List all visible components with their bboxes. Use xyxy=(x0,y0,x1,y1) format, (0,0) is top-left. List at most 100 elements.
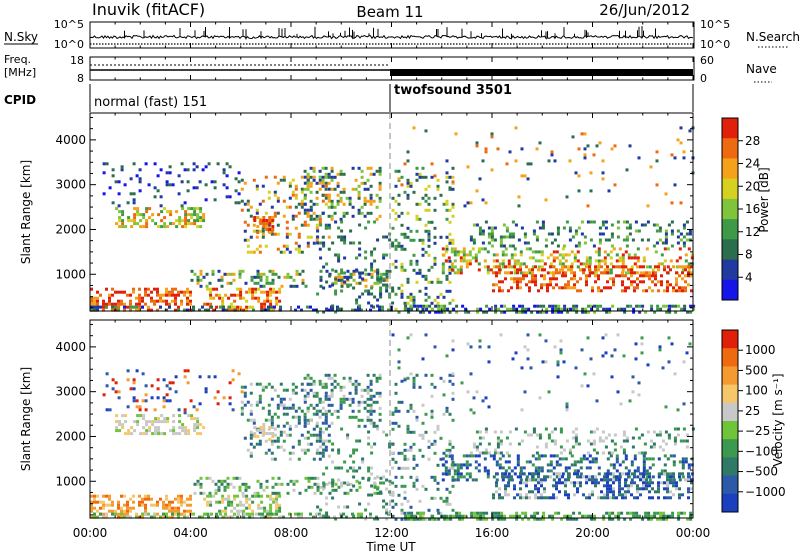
range-cell xyxy=(163,420,167,424)
range-cell xyxy=(351,400,355,404)
range-cell xyxy=(145,207,149,211)
range-cell xyxy=(375,376,379,380)
range-cell xyxy=(519,472,522,476)
range-cell xyxy=(376,304,380,308)
range-cell xyxy=(228,195,232,199)
range-cell xyxy=(256,272,260,276)
range-cell xyxy=(246,208,250,212)
range-cell xyxy=(597,496,600,500)
range-cell xyxy=(382,235,386,239)
range-cell xyxy=(340,220,344,224)
range-cell xyxy=(544,427,548,431)
range-cell xyxy=(270,232,274,236)
range-cell xyxy=(277,491,281,495)
range-cell xyxy=(660,481,663,485)
range-cell xyxy=(430,415,434,419)
range-cell xyxy=(165,515,168,519)
range-cell xyxy=(312,211,316,215)
range-cell xyxy=(327,172,331,176)
range-cell xyxy=(496,451,500,455)
range-cell xyxy=(214,482,218,486)
range-cell xyxy=(233,293,237,297)
range-cell xyxy=(318,415,322,419)
range-cell xyxy=(519,466,523,470)
range-cell xyxy=(681,472,684,476)
range-cell xyxy=(498,286,501,290)
range-cell xyxy=(400,244,404,248)
range-cell xyxy=(202,219,206,223)
range-cell xyxy=(114,290,117,294)
range-cell xyxy=(547,436,551,440)
range-cell xyxy=(424,412,428,416)
range-cell xyxy=(199,482,203,486)
range-cell xyxy=(346,269,350,273)
range-cell xyxy=(603,472,607,476)
range-cell xyxy=(403,454,407,458)
range-cell xyxy=(447,256,451,260)
range-cell xyxy=(480,247,484,251)
range-cell xyxy=(421,241,425,245)
range-cell xyxy=(634,427,638,431)
range-cell xyxy=(190,207,194,211)
range-cell xyxy=(186,515,189,519)
range-cell xyxy=(504,265,507,269)
range-cell xyxy=(369,421,373,425)
range-cell xyxy=(622,451,626,455)
range-cell xyxy=(270,439,274,443)
range-cell xyxy=(623,310,627,314)
range-cell xyxy=(273,190,277,194)
colorbar-tick-label: 500 xyxy=(745,363,768,377)
range-cell xyxy=(282,388,286,392)
range-cell xyxy=(204,390,208,394)
range-cell xyxy=(559,445,563,449)
range-cell xyxy=(255,247,259,251)
range-cell xyxy=(129,509,132,513)
range-cell xyxy=(458,514,462,518)
range-cell xyxy=(243,391,247,395)
range-cell xyxy=(597,277,600,281)
range-cell xyxy=(418,202,422,206)
range-cell xyxy=(415,271,419,275)
range-cell xyxy=(186,290,189,294)
range-cell xyxy=(546,496,549,500)
range-cell xyxy=(355,488,359,492)
range-cell xyxy=(412,238,416,242)
range-cell xyxy=(446,307,450,311)
range-cell xyxy=(612,463,616,467)
range-cell xyxy=(199,476,203,480)
range-cell xyxy=(525,481,528,485)
range-cell xyxy=(230,503,234,507)
range-cell xyxy=(465,466,469,470)
nave-tick-bottom: 0 xyxy=(700,72,707,85)
range-cell xyxy=(342,397,346,401)
range-cell xyxy=(625,436,629,440)
range-cell xyxy=(582,493,585,497)
range-cell xyxy=(510,265,514,269)
range-cell xyxy=(315,394,319,398)
range-cell xyxy=(239,287,243,291)
range-cell xyxy=(288,424,292,428)
range-cell xyxy=(245,506,249,510)
range-cell xyxy=(349,466,353,470)
colorbar-tick-label: 12 xyxy=(745,225,760,239)
range-cell xyxy=(478,345,482,349)
range-cell xyxy=(683,304,687,308)
range-cell xyxy=(575,307,579,311)
range-cell xyxy=(413,304,417,308)
range-cell xyxy=(379,280,383,284)
range-cell xyxy=(636,469,640,473)
range-cell xyxy=(357,193,361,197)
range-cell xyxy=(279,433,283,437)
range-cell xyxy=(666,457,670,461)
range-cell xyxy=(120,515,123,519)
range-cell xyxy=(675,259,679,263)
range-cell xyxy=(498,262,502,266)
range-cell xyxy=(615,457,619,461)
range-cell xyxy=(153,287,156,291)
range-cell xyxy=(597,286,600,290)
range-cell xyxy=(327,308,330,312)
range-cell xyxy=(666,490,669,494)
range-cell xyxy=(588,478,591,482)
range-cell xyxy=(624,481,627,485)
range-cell xyxy=(327,373,331,377)
